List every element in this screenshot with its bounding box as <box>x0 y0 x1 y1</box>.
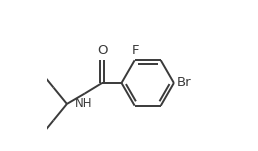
Text: O: O <box>97 44 107 57</box>
Text: NH: NH <box>75 97 93 110</box>
Text: Br: Br <box>177 76 192 90</box>
Text: F: F <box>132 44 139 57</box>
